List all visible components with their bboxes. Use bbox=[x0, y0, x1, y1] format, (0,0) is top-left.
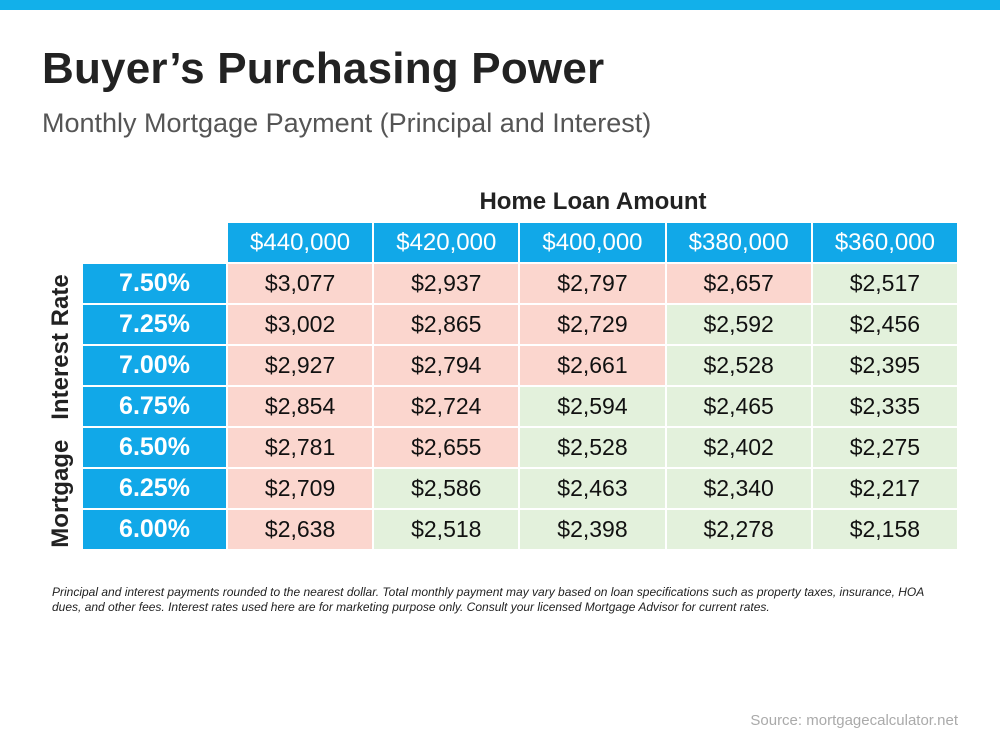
payment-cell: $2,465 bbox=[666, 387, 813, 428]
payment-cell: $2,278 bbox=[666, 510, 813, 551]
payment-cell: $2,528 bbox=[666, 346, 813, 387]
interest-rate-header: 6.50% bbox=[83, 428, 228, 469]
interest-rate-header: 6.25% bbox=[83, 469, 228, 510]
payment-cell: $2,217 bbox=[812, 469, 959, 510]
payment-cell: $2,335 bbox=[812, 387, 959, 428]
payment-cell: $2,402 bbox=[666, 428, 813, 469]
payment-cell: $3,077 bbox=[228, 264, 375, 305]
loan-amount-header: $360,000 bbox=[812, 223, 959, 264]
payment-cell: $2,638 bbox=[228, 510, 375, 551]
payment-cell: $2,463 bbox=[520, 469, 667, 510]
page-title: Buyer’s Purchasing Power bbox=[42, 44, 605, 93]
payment-cell: $2,158 bbox=[812, 510, 959, 551]
payment-cell: $2,456 bbox=[812, 305, 959, 346]
payment-cell: $2,518 bbox=[374, 510, 521, 551]
payment-cell: $2,729 bbox=[520, 305, 667, 346]
loan-amount-header: $380,000 bbox=[666, 223, 813, 264]
payment-cell: $2,657 bbox=[666, 264, 813, 305]
top-accent-bar bbox=[0, 0, 1000, 10]
column-header-title: Home Loan Amount bbox=[479, 188, 707, 215]
payment-cell: $2,398 bbox=[520, 510, 667, 551]
payment-cell: $2,528 bbox=[520, 428, 667, 469]
payment-cell: $3,002 bbox=[228, 305, 375, 346]
interest-rate-header: 6.00% bbox=[83, 510, 228, 551]
page-subtitle: Monthly Mortgage Payment (Principal and … bbox=[42, 108, 652, 138]
interest-rate-header: 7.50% bbox=[83, 264, 228, 305]
payment-cell: $2,517 bbox=[812, 264, 959, 305]
payment-cell: $2,594 bbox=[520, 387, 667, 428]
source-credit: Source: mortgagecalculator.net bbox=[750, 712, 958, 729]
payment-cell: $2,797 bbox=[520, 264, 667, 305]
loan-amount-header: $420,000 bbox=[374, 223, 521, 264]
interest-rate-header: 6.75% bbox=[83, 387, 228, 428]
payment-cell: $2,275 bbox=[812, 428, 959, 469]
payment-cell: $2,927 bbox=[228, 346, 375, 387]
loan-amount-header: $440,000 bbox=[228, 223, 375, 264]
payment-cell: $2,395 bbox=[812, 346, 959, 387]
payment-cell: $2,937 bbox=[374, 264, 521, 305]
payment-cell: $2,661 bbox=[520, 346, 667, 387]
payment-cell: $2,586 bbox=[374, 469, 521, 510]
payment-cell: $2,865 bbox=[374, 305, 521, 346]
payment-cell: $2,709 bbox=[228, 469, 375, 510]
payment-cell: $2,794 bbox=[374, 346, 521, 387]
payment-cell: $2,724 bbox=[374, 387, 521, 428]
interest-rate-header: 7.25% bbox=[83, 305, 228, 346]
payment-cell: $2,655 bbox=[374, 428, 521, 469]
footnote: Principal and interest payments rounded … bbox=[52, 585, 924, 614]
payment-cell: $2,592 bbox=[666, 305, 813, 346]
interest-rate-header: 7.00% bbox=[83, 346, 228, 387]
payment-cell: $2,781 bbox=[228, 428, 375, 469]
loan-amount-header: $400,000 bbox=[520, 223, 667, 264]
row-header-title: Mortgage Interest Rate bbox=[47, 274, 74, 548]
payment-cell: $2,854 bbox=[228, 387, 375, 428]
payment-cell: $2,340 bbox=[666, 469, 813, 510]
